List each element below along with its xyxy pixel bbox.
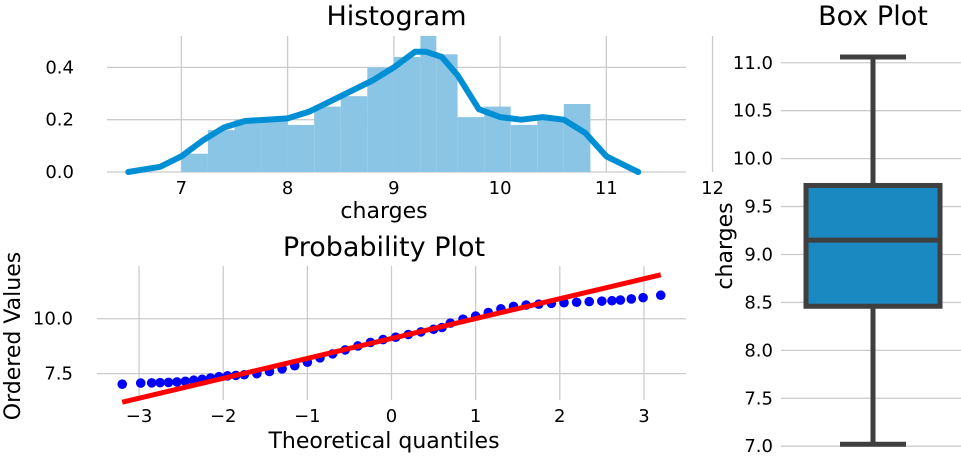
probability-point [638,292,648,303]
box-ytick-label: 8.0 [744,340,773,361]
histogram-ytick-label: 0.4 [45,57,74,78]
probability-xtick-label: −2 [210,406,237,427]
histogram-title: Histogram [326,1,466,32]
histogram-xlabel: charges [340,199,427,224]
probability-xtick-label: 0 [386,406,397,427]
box-ytick-label: 7.0 [744,436,773,457]
histogram-bar [340,96,368,172]
probability-xtick-label: 2 [554,406,565,427]
histogram-bar [537,119,564,172]
probability-point [597,296,607,306]
probability-ytick-label: 10.0 [33,309,73,330]
probability-xtick-label: −3 [126,406,153,427]
histogram-bar [314,106,341,172]
box-ytick-label: 9.5 [744,197,773,218]
box-ytick-label: 11.0 [733,53,773,74]
probability-point [172,377,182,387]
box-ytick-label: 7.5 [744,388,773,409]
probability-point [607,295,617,306]
box-ytick-label: 9.0 [744,244,773,265]
histogram-ytick-label: 0.0 [45,162,74,183]
probability-ytick-label: 7.5 [44,364,73,385]
box-ytick-label: 8.5 [744,292,773,313]
probability-fit-line [121,272,662,405]
box-iqr [803,182,943,309]
histogram-kde-line [125,48,642,175]
probability-xtick-label: −1 [294,406,321,427]
probability-point [135,378,146,388]
histogram-bar [436,54,458,172]
probability-plot-title: Probability Plot [283,232,485,263]
probability-point [571,297,582,308]
histogram-bar [367,67,394,172]
probability-point [155,377,165,388]
box-plot-panel: Box Plot 7.07.58.08.59.09.510.010.511.0 … [713,1,961,457]
probability-xtick-label: 1 [470,406,481,427]
probability-point [655,290,666,301]
histogram-xtick-label: 7 [176,178,187,199]
probability-point [584,296,595,307]
histogram-xtick-label: 11 [595,178,618,199]
probability-point [146,378,157,388]
probability-point [626,294,637,304]
box-ytick-label: 10.0 [733,149,773,170]
probability-point [117,379,128,389]
histogram-xtick-label: 12 [701,178,724,199]
histogram-bar [420,36,437,172]
histogram-bar [261,119,288,172]
histogram-panel: Histogram 7 8 9 10 11 12 0.0 0.2 0.4 charges [45,1,724,224]
histogram-bar [393,56,421,172]
histogram-bar [234,119,262,172]
histogram-bar [287,124,315,172]
histogram-ytick-label: 0.2 [45,110,74,131]
histogram-xtick-label: 8 [282,178,293,199]
probability-point [180,376,191,387]
histogram-xtick-label: 10 [489,178,512,199]
box-ytick-label: 10.5 [733,101,773,122]
probability-ylabel: Ordered Values [1,252,26,420]
box-plot-title: Box Plot [818,1,928,32]
histogram-bar [510,124,538,172]
probability-plot-panel: Probability Plot −3 −2 −1 0 1 2 3 7.5 10.0 Theo… [1,232,686,454]
histogram-xtick-label: 9 [388,178,399,199]
probability-xlabel: Theoretical quantiles [267,429,499,454]
histogram-bar [457,117,485,172]
box-plot-ylabel: charges [713,202,738,289]
probability-point [163,377,174,388]
probability-point [615,295,626,305]
histogram-bar [181,153,208,172]
probability-xtick-label: 3 [638,406,649,427]
